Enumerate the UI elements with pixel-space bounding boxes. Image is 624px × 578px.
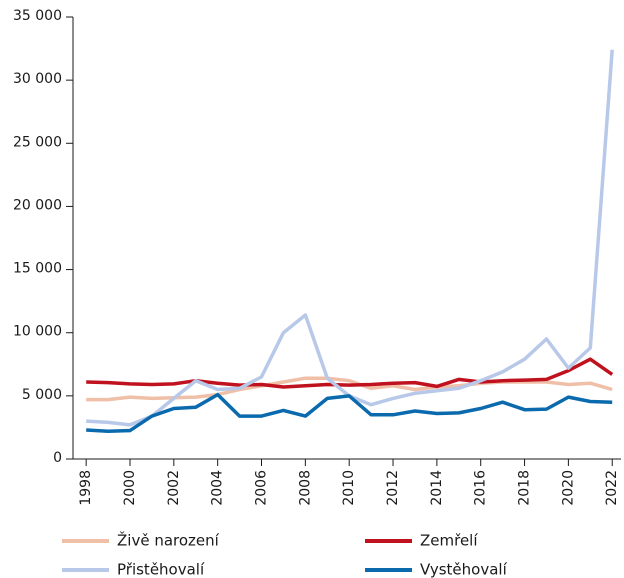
x-tick-label: 2018 <box>517 470 533 506</box>
legend: Živě narození Zemřelí Přistěhovalí Vystěhov… <box>62 531 508 578</box>
x-tick-label: 2022 <box>604 470 620 506</box>
series-line <box>86 392 613 433</box>
legend-label: Zemřelí <box>420 532 478 550</box>
y-tick-label: 30 000 <box>13 71 62 87</box>
y-tick-label: 10 000 <box>13 324 62 340</box>
y-tick-label: 35 000 <box>13 8 62 24</box>
x-tick-label: 2010 <box>341 470 357 506</box>
y-tick-label: 25 000 <box>13 134 62 150</box>
y-tick-label: 20 000 <box>13 197 62 213</box>
x-tick-label: 2002 <box>166 470 182 506</box>
y-tick-label: 15 000 <box>13 261 62 277</box>
series-line <box>86 357 614 389</box>
series-line <box>86 49 614 427</box>
x-tick-label: 2014 <box>429 470 445 506</box>
x-tick-label: 2006 <box>254 470 270 506</box>
x-tick-label: 2000 <box>122 470 138 506</box>
x-tick-label: 2004 <box>210 470 226 506</box>
legend-label: Živě narození <box>117 531 220 550</box>
y-tick-label: 0 <box>53 450 62 466</box>
legend-label: Přistěhovalí <box>117 561 205 578</box>
y-tick-label: 5 000 <box>22 387 62 403</box>
x-tick-label: 2020 <box>560 470 576 506</box>
x-tick-label: 2008 <box>297 470 313 506</box>
x-tick-label: 2012 <box>385 470 401 506</box>
legend-label: Vystěhovalí <box>420 561 508 578</box>
x-tick-label: 2016 <box>473 470 489 506</box>
x-tick-label: 1998 <box>78 470 94 506</box>
